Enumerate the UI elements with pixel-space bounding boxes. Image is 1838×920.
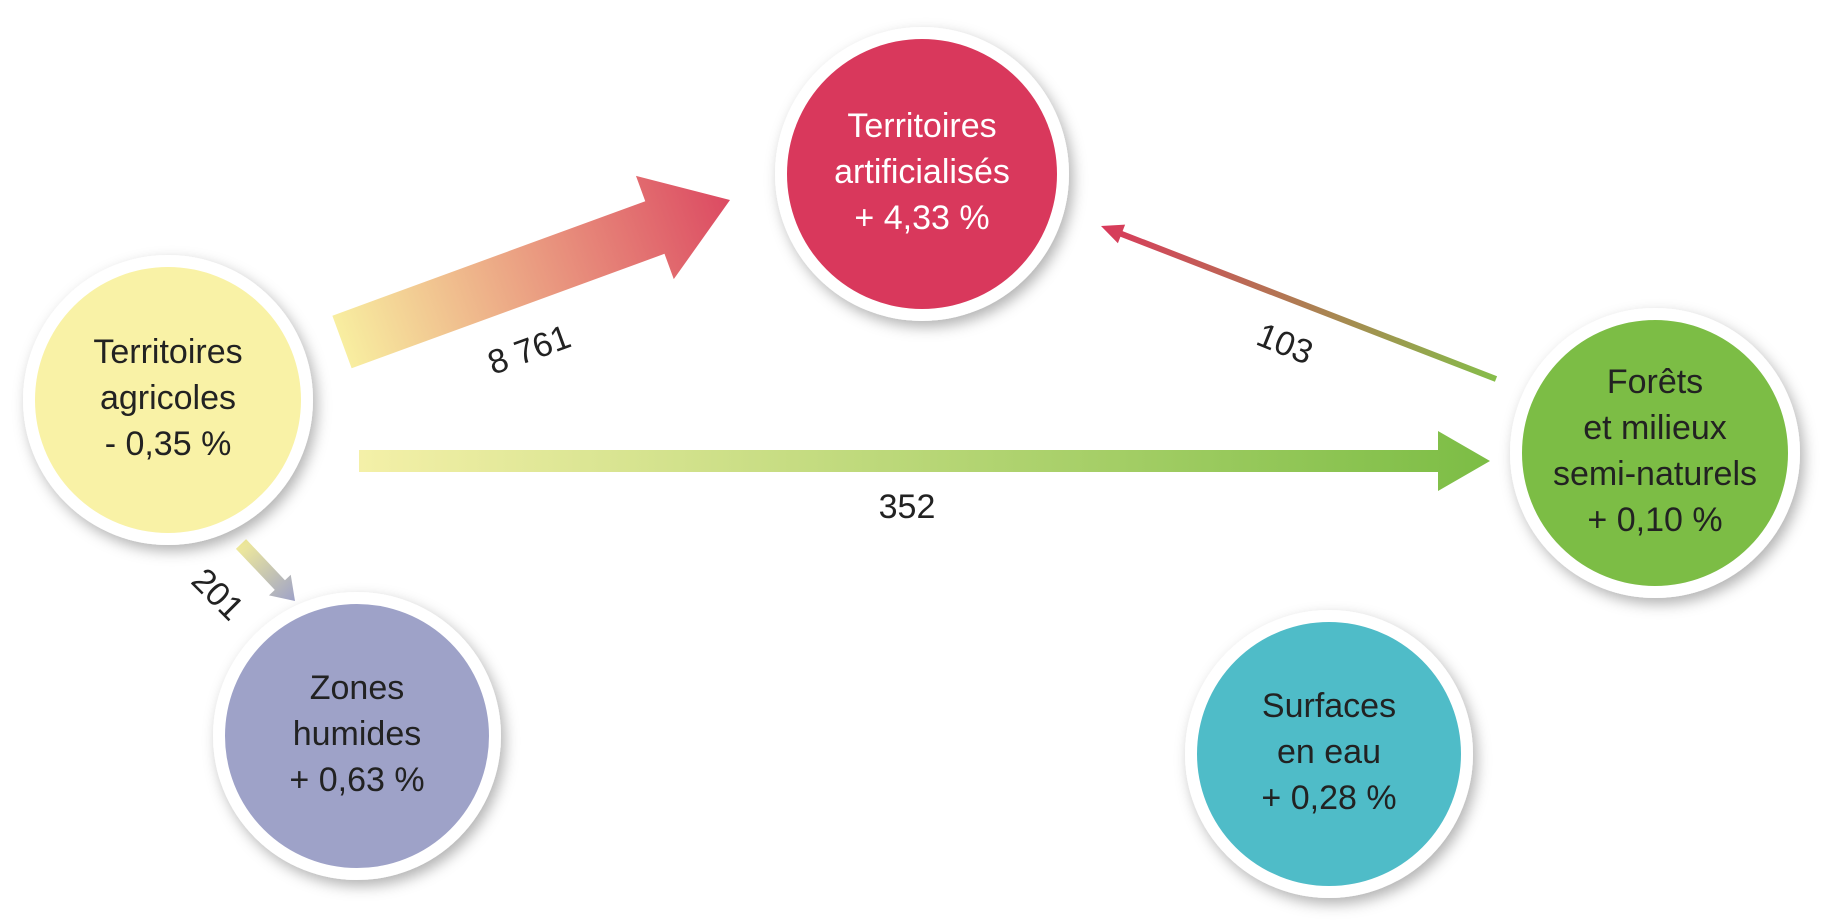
- flow-arrow: [332, 175, 730, 369]
- node-label: + 0,63 %: [289, 761, 424, 799]
- node-label: semi-naturels: [1553, 455, 1757, 493]
- node-label: Forêts: [1607, 363, 1703, 401]
- node: Surfaces en eau + 0,28 %: [1185, 610, 1473, 898]
- node: Territoires artificialisés + 4,33 %: [775, 27, 1069, 321]
- node-label: Territoires: [93, 333, 242, 371]
- node-circle: [1185, 610, 1473, 898]
- flow-arrow: [1101, 224, 1498, 382]
- flow-arrow: [359, 431, 1490, 491]
- node-label: + 4,33 %: [854, 199, 989, 237]
- node-label: - 0,35 %: [105, 425, 232, 463]
- node-label: + 0,10 %: [1587, 501, 1722, 539]
- flow-label: 103: [1251, 316, 1318, 372]
- node-label: et milieux: [1583, 409, 1727, 447]
- node-label: Territoires: [847, 107, 996, 145]
- node-circle: [23, 255, 313, 545]
- flow-label: 8 761: [483, 318, 576, 383]
- node: Zones humides + 0,63 %: [213, 592, 501, 880]
- node-circle: [775, 27, 1069, 321]
- node-label: Surfaces: [1262, 687, 1396, 725]
- node-label: agricoles: [100, 379, 236, 417]
- node-label: Zones: [310, 669, 405, 707]
- node-label: artificialisés: [834, 153, 1010, 191]
- node: Forêts et milieux semi-naturels + 0,10 %: [1510, 308, 1800, 598]
- node-label: humides: [293, 715, 422, 753]
- flow-arrow: [235, 539, 295, 601]
- node: Territoires agricoles - 0,35 %: [23, 255, 313, 545]
- node-circle: [213, 592, 501, 880]
- flow-label: 352: [879, 488, 936, 526]
- flow-label: 201: [184, 561, 251, 628]
- node-circle: [1510, 308, 1800, 598]
- node-label: en eau: [1277, 733, 1381, 771]
- node-label: + 0,28 %: [1261, 779, 1396, 817]
